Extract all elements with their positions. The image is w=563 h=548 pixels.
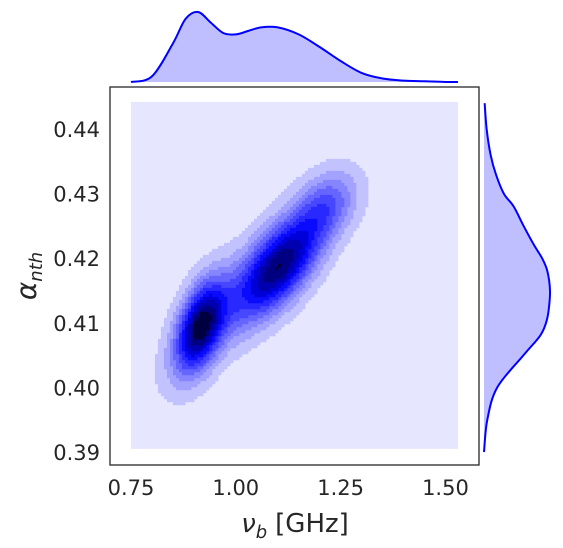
x-tick-label: 0.75 xyxy=(108,476,155,500)
contour-level-5 xyxy=(175,194,336,370)
x-tick-label: 1.50 xyxy=(422,476,469,500)
x-axis-ticks: 0.75 1.00 1.25 1.50 xyxy=(108,476,469,500)
marginal-x-fill xyxy=(130,11,459,83)
y-tick-label: 0.41 xyxy=(53,312,100,336)
contour-level-10 xyxy=(190,248,294,346)
y-tick-label: 0.39 xyxy=(53,441,100,465)
y-tick-label: 0.42 xyxy=(53,247,100,271)
x-axis-label: νb [GHz] xyxy=(241,509,349,543)
y-axis-label: αnth xyxy=(10,252,47,300)
density-contours xyxy=(154,158,369,406)
y-tick-label: 0.40 xyxy=(53,376,100,400)
marginal-x-line xyxy=(130,10,459,84)
x-tick-label: 1.00 xyxy=(212,476,259,500)
contour-level-7 xyxy=(181,218,318,361)
joint-density-plot xyxy=(130,101,459,449)
plot-frame xyxy=(109,86,480,466)
marginal-y-fill xyxy=(484,103,551,453)
contour-level-1 xyxy=(154,158,369,406)
contour-level-8 xyxy=(184,230,309,358)
marginal-y-kde xyxy=(483,103,552,453)
contour-level-11 xyxy=(193,263,282,340)
marginal-x-kde xyxy=(130,10,459,84)
x-tick-label: 1.25 xyxy=(317,476,364,500)
y-axis-ticks: 0.39 0.40 0.41 0.42 0.43 0.44 xyxy=(53,118,100,465)
y-tick-label: 0.43 xyxy=(53,183,100,207)
y-tick-label: 0.44 xyxy=(53,118,100,142)
contour-level-4 xyxy=(172,185,345,376)
marginal-y-line xyxy=(483,103,552,453)
contour-level-9 xyxy=(187,239,303,352)
